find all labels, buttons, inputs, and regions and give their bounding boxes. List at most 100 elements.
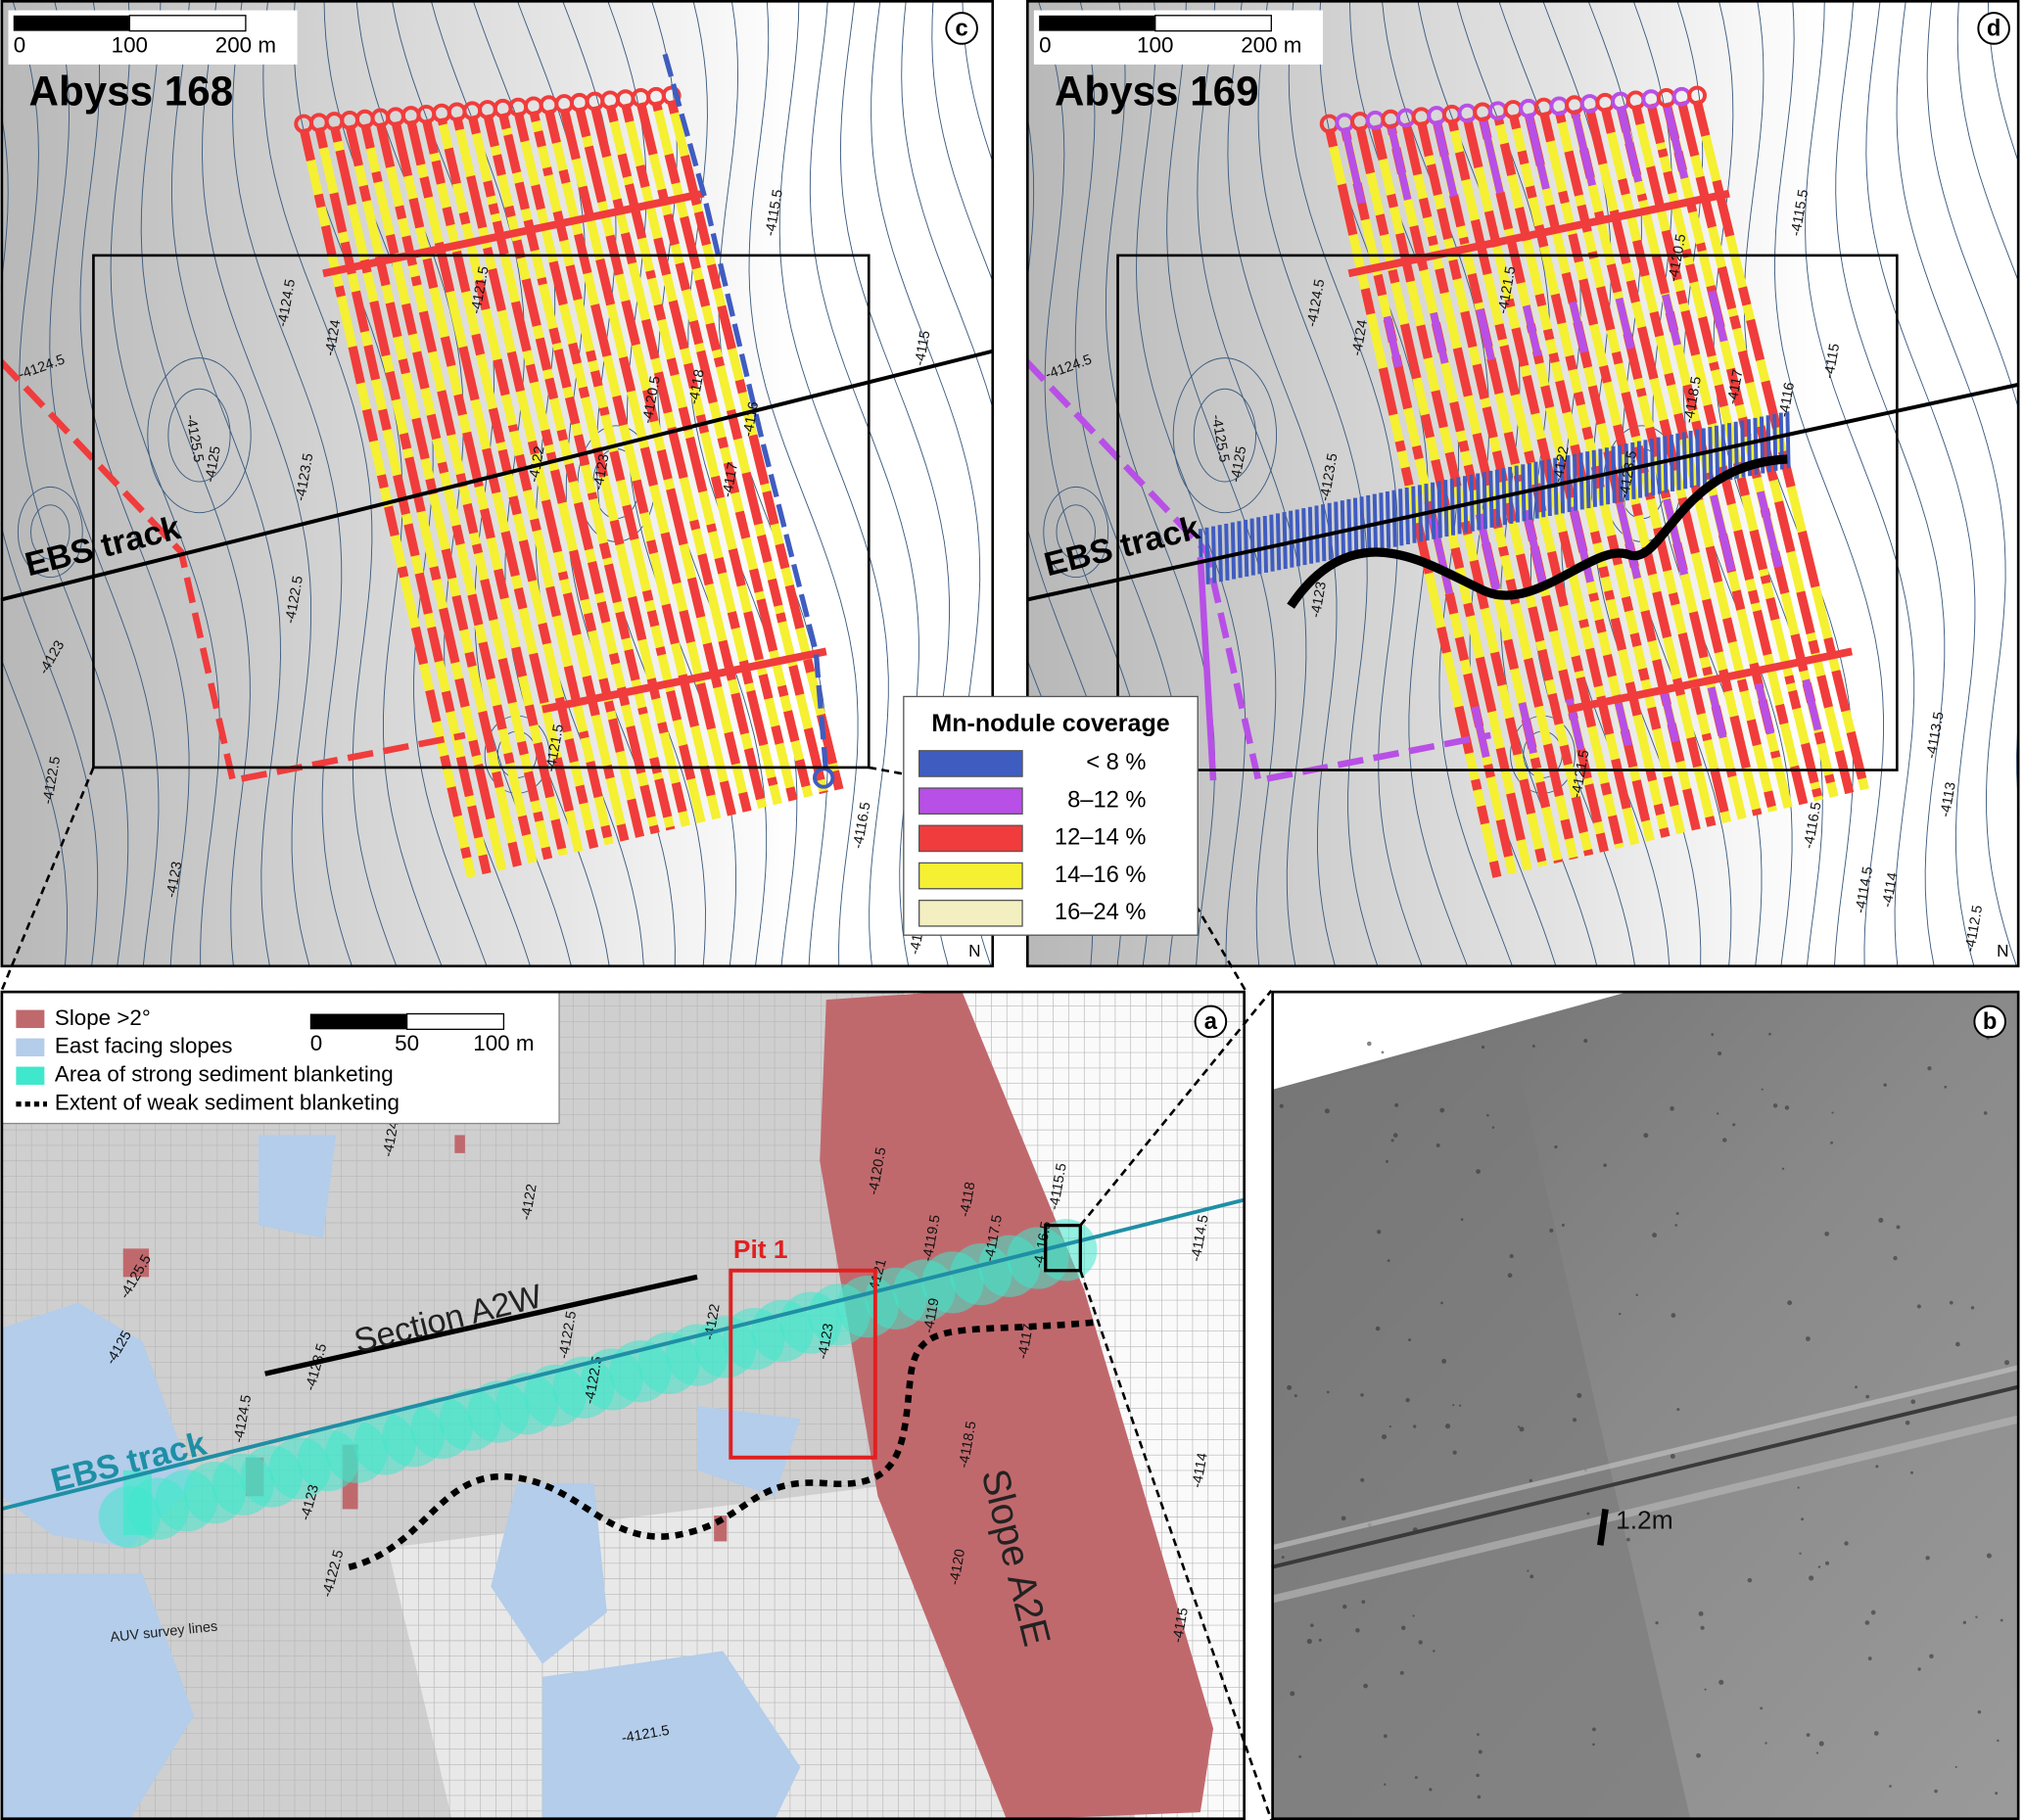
- contour: [2020, 0, 2024, 967]
- contour: [232, 0, 353, 968]
- survey-line-segment: [1447, 118, 1624, 850]
- nodule: [1772, 1103, 1778, 1108]
- legend-label: 14–16 %: [1055, 863, 1147, 888]
- survey-line: [391, 120, 568, 857]
- contour: [687, 0, 798, 968]
- scale-bar-label: 0: [310, 1031, 322, 1055]
- survey-line-segment: [1692, 99, 1869, 791]
- nodule: [1806, 1733, 1811, 1738]
- nodule: [1986, 1553, 1992, 1559]
- nodule: [1761, 1088, 1764, 1091]
- nodule: [1381, 1433, 1388, 1440]
- nodule: [1905, 1420, 1910, 1425]
- panel-c: -4124.5-4125.5-4125 -4123.5-4122.5-4123-4…: [0, 0, 995, 968]
- legend-label: < 8 %: [1086, 750, 1146, 775]
- survey-line-segment: [421, 118, 599, 850]
- contour-label: -4114: [1880, 871, 1902, 909]
- panel-frame: [0, 990, 1246, 1820]
- legend-swatch: [918, 899, 1023, 927]
- survey-line-segment: [1785, 411, 1791, 469]
- nodule: [1784, 1105, 1790, 1110]
- nodule: [1412, 1614, 1415, 1617]
- contour: [30, 504, 71, 560]
- scale-label: 1.2m: [1616, 1506, 1673, 1535]
- survey-line-segment: [1618, 444, 1624, 502]
- scale-bar-label: 100 m: [473, 1031, 534, 1055]
- nodule: [1670, 1106, 1674, 1111]
- survey-line: [1567, 647, 1853, 714]
- nodule: [1306, 1638, 1312, 1645]
- nodule: [1700, 1625, 1705, 1630]
- contour: [170, 0, 281, 968]
- survey-line-segment: [1371, 124, 1548, 867]
- contour-label: -4124: [381, 1120, 402, 1158]
- survey-line-segment: [299, 127, 476, 878]
- survey-line-segment: [1237, 521, 1243, 579]
- nodule: [1655, 1621, 1659, 1625]
- nodule: [1917, 1667, 1921, 1671]
- nodule: [1519, 1426, 1525, 1432]
- nodule: [1394, 1102, 1399, 1107]
- nodule: [1635, 1293, 1638, 1296]
- nodule: [1392, 1133, 1398, 1138]
- nodule: [1787, 1300, 1793, 1306]
- panel-frame: [1025, 0, 2020, 968]
- nodule: [1383, 1734, 1388, 1739]
- nodule: [1824, 1231, 1829, 1237]
- survey-line-segment: [1340, 500, 1346, 558]
- nodule: [1444, 1423, 1451, 1429]
- nodule: [1909, 1470, 1913, 1474]
- nodule: [1414, 1776, 1418, 1780]
- survey-line-segment: [1669, 434, 1675, 492]
- nodule: [1944, 1085, 1948, 1089]
- survey-line-segment: [621, 103, 798, 802]
- contour: [778, 0, 889, 968]
- nodule: [1367, 1041, 1372, 1047]
- ebs-track: [0, 1197, 1246, 1512]
- contour: [1865, 0, 1976, 968]
- survey-line-segment: [437, 117, 614, 846]
- contour-label: -4123: [590, 453, 612, 491]
- contour: [202, 0, 312, 968]
- contour-label: -4114: [1190, 1452, 1211, 1489]
- nodule: [1452, 1450, 1457, 1455]
- contour: [931, 0, 995, 286]
- scale-bar-label: 0: [1039, 32, 1051, 57]
- zoom-frame: [1116, 254, 1899, 771]
- panel-badge: [1973, 1004, 2006, 1039]
- panel-b: 1.2m b: [1271, 990, 2020, 1820]
- legend-title: Mn-nodule coverage: [931, 710, 1169, 737]
- nodule: [1355, 1628, 1360, 1633]
- pit-frame: [729, 1268, 877, 1460]
- east-facing-slope: [541, 1651, 801, 1820]
- contour-label: -4123: [1308, 581, 1330, 619]
- survey-line-segment: [1663, 436, 1669, 493]
- nodule: [1440, 1301, 1443, 1305]
- nodule: [1287, 1384, 1293, 1390]
- survey-line-segment: [1269, 514, 1275, 572]
- contour: [1166, 0, 1277, 968]
- nodule: [1385, 1159, 1389, 1163]
- nodule: [1801, 1517, 1805, 1521]
- survey-line-segment: [1204, 527, 1210, 584]
- nodule: [1408, 1338, 1411, 1342]
- legend-box: [903, 695, 1199, 936]
- contour-label: -4118: [958, 1181, 979, 1218]
- survey-line-segment: [1701, 428, 1707, 486]
- survey-turn: [661, 85, 682, 106]
- nodule: [1830, 1141, 1834, 1144]
- nodule: [1878, 1217, 1884, 1223]
- nodule: [1670, 1454, 1675, 1459]
- nodule: [1341, 1516, 1346, 1521]
- contour-label: -4117: [1724, 368, 1746, 405]
- survey-line: [662, 53, 829, 774]
- survey-line: [1347, 189, 1730, 278]
- contour: [110, 0, 220, 968]
- survey-line-segment: [1433, 119, 1609, 853]
- nodule: [1765, 1742, 1767, 1745]
- scale-mark: [1597, 1509, 1609, 1546]
- nodule: [1294, 1394, 1297, 1398]
- panel-a: -4125.5-4125-4124.5-4123.5-4123-4122.5-4…: [0, 990, 1246, 1820]
- contour-label: -4119: [921, 1297, 943, 1334]
- contour: [17, 486, 83, 579]
